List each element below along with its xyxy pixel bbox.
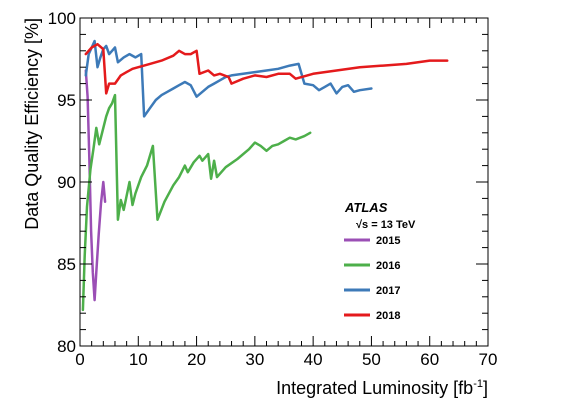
y-tick-label: 90 bbox=[57, 173, 76, 192]
experiment-label: ATLAS bbox=[344, 200, 388, 215]
x-tick-label: 10 bbox=[129, 350, 148, 369]
ticks-layer bbox=[79, 17, 489, 347]
series-line-2016 bbox=[81, 93, 312, 312]
x-axis-label-sup: -1 bbox=[473, 378, 483, 390]
series-layer bbox=[81, 39, 449, 312]
x-tick-label: 40 bbox=[304, 350, 323, 369]
x-tick-label: 60 bbox=[420, 350, 439, 369]
legend-label-2018: 2018 bbox=[376, 310, 400, 322]
legend-label-2016: 2016 bbox=[376, 260, 400, 272]
legend: 2015 2016 2017 2018 bbox=[344, 235, 400, 322]
energy-label: √s = 13 TeV bbox=[356, 219, 416, 231]
y-tick-label: 80 bbox=[57, 337, 76, 356]
x-tick-label: 30 bbox=[245, 350, 264, 369]
y-tick-label: 100 bbox=[48, 9, 76, 28]
x-tick-label: 70 bbox=[479, 350, 498, 369]
y-tick-label: 85 bbox=[57, 255, 76, 274]
legend-label-2017: 2017 bbox=[376, 285, 400, 297]
x-axis-label: Integrated Luminosity [fb-1] bbox=[276, 378, 488, 398]
series-line-2018 bbox=[84, 42, 449, 95]
tick-labels: 0 10 20 30 40 50 60 70 80 85 90 95 100 bbox=[48, 9, 498, 369]
x-tick-label: 20 bbox=[187, 350, 206, 369]
x-axis-label-main: Integrated Luminosity [fb bbox=[276, 378, 473, 398]
y-axis-label: Data Quality Efficiency [%] bbox=[22, 18, 42, 230]
series-line-2017 bbox=[84, 39, 373, 118]
series-line-2015 bbox=[84, 69, 107, 302]
x-tick-label: 50 bbox=[362, 350, 381, 369]
x-tick-label: 0 bbox=[75, 350, 84, 369]
y-tick-label: 95 bbox=[57, 91, 76, 110]
x-axis-label-end: ] bbox=[483, 378, 488, 398]
legend-label-2015: 2015 bbox=[376, 235, 400, 247]
